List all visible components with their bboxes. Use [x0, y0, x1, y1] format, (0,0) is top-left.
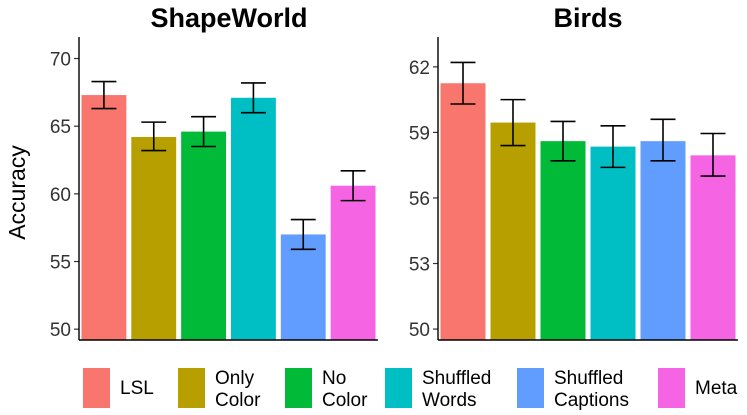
legend-label: Words: [422, 390, 477, 411]
legend-swatch: [658, 368, 685, 408]
bar: [131, 137, 177, 340]
legend-swatch: [83, 368, 110, 408]
bar: [280, 234, 326, 340]
error-bar: [290, 218, 316, 251]
bar: [440, 83, 486, 341]
legend-label: LSL: [120, 378, 154, 399]
error-bar: [340, 170, 366, 202]
error-bar: [450, 61, 476, 105]
legend-swatch: [385, 368, 412, 408]
y-tick-label: 50: [409, 320, 430, 341]
bar: [540, 141, 586, 340]
y-tick-label: 62: [409, 58, 430, 79]
legend-label: Meta: [695, 378, 738, 399]
legend: LSL OnlyColorNoColorShuffledWordsShuffled…: [83, 368, 738, 411]
bar: [230, 97, 276, 340]
legend-swatch: [285, 368, 312, 408]
y-tick-label: 56: [409, 189, 430, 210]
panel-birds: Birds 50 53 56 59 62: [409, 3, 738, 341]
legend-label: No: [322, 368, 346, 389]
bar: [490, 122, 536, 341]
legend-swatch: [517, 368, 544, 408]
error-bar: [141, 121, 167, 152]
error-bar: [650, 118, 676, 162]
legend-swatch: [178, 368, 205, 408]
legend-label: Color: [215, 390, 261, 411]
y-tick-label: 65: [50, 117, 71, 138]
legend-item: LSL: [83, 368, 154, 408]
y-tick-label: 55: [50, 253, 71, 274]
y-tick-label: 70: [50, 50, 71, 71]
error-bar: [191, 115, 217, 148]
bar: [330, 185, 376, 340]
panel-title: Birds: [553, 3, 622, 33]
legend-label: Captions: [554, 390, 629, 411]
bar: [690, 155, 736, 340]
legend-label: Shuffled: [422, 368, 491, 389]
y-tick-label: 59: [409, 123, 430, 144]
error-bar: [91, 80, 117, 110]
error-bar: [550, 120, 576, 162]
legend-label: Color: [322, 390, 368, 411]
panel-shapeworld: ShapeWorld 50 55 60 65 70 Accuracy: [4, 3, 378, 341]
bar: [181, 131, 227, 340]
y-tick-label: 53: [409, 255, 430, 276]
error-bar: [500, 98, 526, 147]
y-tick-label: 50: [50, 320, 71, 341]
bar: [640, 141, 686, 340]
legend-item: Meta: [658, 368, 738, 408]
y-tick-label: 60: [50, 185, 71, 206]
legend-label: Shuffled: [554, 368, 623, 389]
y-axis-label: Accuracy: [4, 145, 30, 240]
error-bar: [700, 132, 726, 177]
legend-label: Only: [215, 368, 255, 389]
panel-title: ShapeWorld: [150, 3, 307, 33]
error-bar: [240, 82, 266, 114]
bar: [81, 95, 127, 340]
bar: [590, 146, 636, 340]
error-bar: [600, 125, 626, 169]
